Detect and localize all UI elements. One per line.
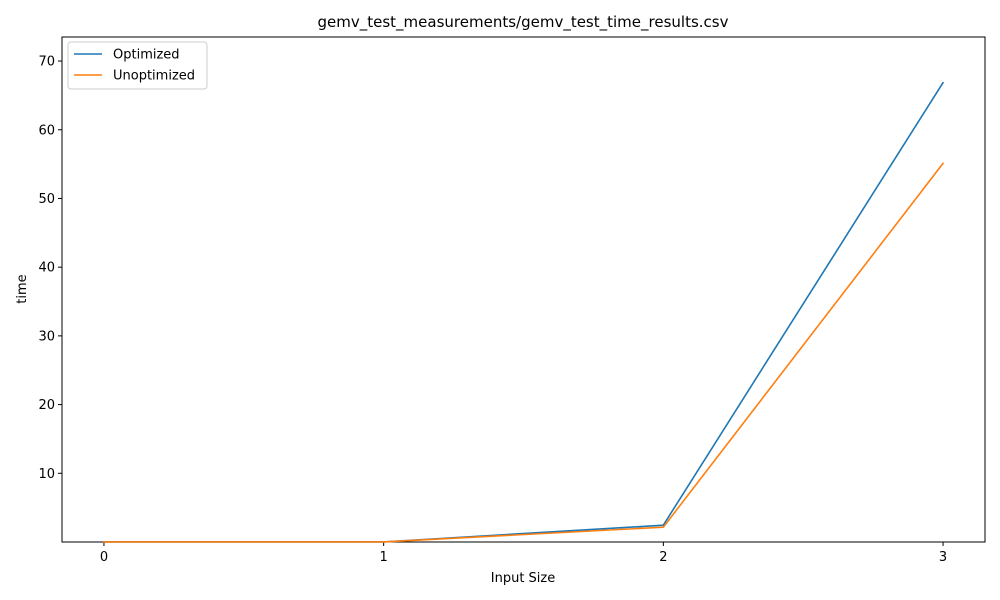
x-axis-label: Input Size [491, 571, 555, 586]
x-axis: 0 1 2 3 [100, 542, 947, 565]
y-tick-label: 60 [38, 123, 55, 138]
y-tick-label: 40 [38, 261, 55, 276]
series-line-optimized [103, 81, 945, 543]
x-tick-label: 2 [659, 550, 667, 565]
plot-area [61, 36, 986, 543]
y-tick-label: 10 [38, 467, 55, 482]
y-tick-label: 20 [38, 398, 55, 413]
x-tick-label: 1 [380, 550, 388, 565]
legend-label-unoptimized: Unoptimized [113, 69, 195, 84]
x-tick-label: 0 [100, 550, 108, 565]
series-line-unoptimized [103, 162, 945, 543]
legend-box [67, 41, 208, 90]
legend-label-optimized: Optimized [113, 48, 180, 63]
series-layer [103, 81, 945, 543]
chart-title: gemv_test_measurements/gemv_test_time_re… [318, 13, 729, 32]
y-axis-label: time [15, 274, 30, 303]
legend: Optimized Unoptimized [67, 41, 208, 90]
x-tick-label: 3 [939, 550, 947, 565]
y-tick-label: 30 [38, 329, 55, 344]
y-axis: 10 20 30 40 50 60 70 [38, 55, 62, 482]
plot-frame [61, 36, 986, 543]
y-tick-label: 70 [38, 55, 55, 70]
y-tick-label: 50 [38, 192, 55, 207]
